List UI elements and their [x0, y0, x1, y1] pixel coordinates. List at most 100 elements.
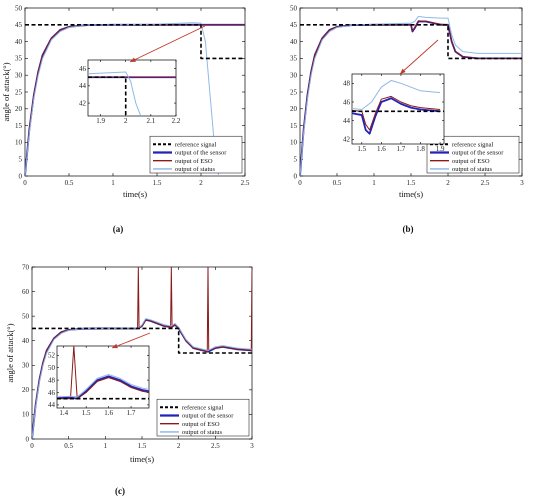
chart-b-panel-label: (b)	[403, 224, 414, 234]
chart-c-inset-y-tick-label: 48	[48, 376, 56, 384]
chart-a-y-tick-label: 45	[15, 21, 23, 29]
chart-b-legend-label: output of the sensor	[452, 150, 504, 157]
chart-b-inset-y-tick-label: 42	[343, 136, 351, 144]
chart-c-x-tick-label: 2	[177, 442, 181, 450]
chart-b-inset-x-tick-label: 1.9	[436, 145, 445, 153]
chart-c-inset-x-tick-label: 1.4	[59, 409, 68, 417]
chart-a-legend-label: output of status	[175, 166, 216, 173]
chart-a-y-tick-label: 35	[15, 55, 23, 63]
chart-a-x-tick-label: 2.5	[241, 179, 250, 187]
chart-c-inset-plot-area	[57, 346, 149, 400]
chart-b-x-tick-label: 0	[298, 179, 302, 187]
chart-b-inset-x-tick-label: 1.6	[377, 145, 386, 153]
chart-a-x-tick-label: 2	[199, 179, 203, 187]
chart-a-x-tick-label: 1.5	[153, 179, 162, 187]
chart-c-series-output-of-status	[32, 318, 252, 439]
chart-b-x-tick-label: 0.5	[333, 179, 342, 187]
chart-c-series-output-of-eso	[32, 267, 252, 439]
chart-c-inset-y-tick-label: 44	[48, 401, 56, 409]
chart-b-inset-series-output-of-status	[352, 80, 441, 110]
chart-a-legend	[149, 135, 243, 174]
chart-c-x-tick-label: 1	[104, 442, 108, 450]
chart-b-inset-series-output-of-eso	[352, 95, 441, 131]
chart-c-series-reference-signal	[32, 327, 252, 354]
chart-b-legend-label: output of status	[452, 166, 493, 173]
chart-a-x-tick-label: 0	[23, 179, 27, 187]
chart-c-inset-series-output-of-status	[57, 374, 149, 398]
chart-c-y-tick-label: 40	[22, 337, 30, 345]
chart-b-series-reference-signal	[300, 24, 522, 60]
chart-b-y-tick-label: 40	[290, 38, 298, 46]
chart-b-x-tick-label: 1.5	[407, 179, 416, 187]
chart-b-x-tick-label: 3	[520, 179, 524, 187]
chart-c-x-tick-label: 0	[30, 442, 34, 450]
chart-a-y-tick-label: 50	[15, 4, 23, 12]
chart-c-plot-area	[32, 267, 252, 439]
chart-a-legend-label: output of ESO	[175, 158, 213, 165]
chart-a-y-tick-label: 5	[19, 156, 23, 164]
chart-b-y-tick-label: 10	[290, 139, 298, 147]
chart-c-x-tick-label: 0.5	[64, 442, 73, 450]
chart-c-x-axis-label: time(s)	[130, 454, 154, 464]
chart-a-inset-y-tick-label: 46	[79, 65, 87, 73]
chart-b-y-tick-label: 50	[290, 4, 298, 12]
chart-b-y-tick-label: 15	[290, 122, 298, 130]
chart-c-legend-label: output of status	[182, 429, 223, 436]
chart-b-x-tick-label: 1	[372, 179, 376, 187]
chart-c-y-tick-label: 70	[22, 263, 30, 271]
chart-a-y-axis-label: angle of attack(°)	[1, 62, 11, 121]
chart-c-y-tick-label: 0	[26, 435, 30, 443]
chart-c-zoom-arrow	[111, 332, 151, 349]
chart-b-inset-y-tick-label: 48	[343, 80, 351, 88]
chart-b-zoom-arrow-head	[400, 68, 406, 74]
chart-c-inset-y-tick-label: 46	[48, 389, 56, 397]
chart-c-legend	[156, 398, 250, 437]
chart-a-zoom-arrow-head	[130, 57, 136, 62]
chart-b-inset-y-tick-label: 44	[343, 117, 351, 125]
chart-c-y-tick-label: 20	[22, 386, 30, 394]
chart-c-zoom-arrow-head	[112, 343, 118, 349]
chart-b-y-tick-label: 20	[290, 105, 298, 113]
chart-a-inset-x-tick-label: 2	[124, 117, 128, 125]
chart-c-inset-x-tick-label: 1.5	[82, 409, 91, 417]
chart-b-inset-series-output-of-the-sensor	[352, 97, 441, 135]
chart-c-inset-x-tick-label: 1.7	[127, 409, 136, 417]
chart-b-x-tick-label: 2.5	[481, 179, 490, 187]
chart-b-inset: 1.5 1.6 1.7 1.8 1.9 42 44 46 48	[343, 73, 445, 153]
chart-b-inset-y-tick-label: 46	[343, 98, 351, 106]
chart-b-y-tick-label: 45	[290, 21, 298, 29]
chart-b-y-tick-label: 35	[290, 55, 298, 63]
chart-a-legend-label: reference signal	[175, 142, 217, 149]
chart-b-x-tick-label: 2	[446, 179, 450, 187]
chart-c-x-tick-label: 1.5	[138, 442, 147, 450]
chart-a-plot-area	[25, 22, 245, 176]
chart-c-y-tick-label: 50	[22, 312, 30, 320]
chart-c-inset-series-output-of-eso	[57, 346, 149, 400]
chart-c-y-axis-label: angle of attack(°)	[5, 323, 15, 382]
chart-a-y-tick-label: 40	[15, 38, 23, 46]
chart-b-legend-label: output of ESO	[452, 158, 490, 165]
chart-c-x-tick-label: 3	[250, 442, 254, 450]
chart-a-inset-x-tick-label: 2.2	[172, 117, 181, 125]
chart-b-zoom-arrow	[399, 39, 439, 75]
chart-b-x-axis-label: time(s)	[399, 189, 423, 199]
chart-b-inset-x-tick-label: 1.5	[357, 145, 366, 153]
chart-b-inset-plot-area	[352, 80, 444, 135]
chart-c-inset: 1.4 1.5 1.6 1.7 44 46 48 50 52	[48, 345, 150, 417]
chart-a: 0 0.5 1 1.5 2 2.5 0 5 10 15 20 25 30 35 40 45 50 referenc…	[1, 4, 250, 234]
chart-c-y-tick-label: 10	[22, 411, 30, 419]
chart-a-inset-series-output-of-status	[88, 71, 142, 116]
chart-b-plot-area	[300, 15, 522, 176]
chart-b-y-tick-label: 30	[290, 72, 298, 80]
chart-b-y-tick-label: 5	[294, 156, 298, 164]
chart-a-inset-plot-area	[88, 71, 176, 116]
chart-a-zoom-arrow	[129, 25, 206, 63]
chart-c-inset-x-tick-label: 1.6	[104, 409, 113, 417]
chart-a-y-tick-label: 10	[15, 139, 23, 147]
chart-b-y-tick-label: 0	[294, 172, 298, 180]
chart-a-inset-x-tick-label: 2.1	[146, 117, 155, 125]
chart-a-inset-x-tick-label: 1.9	[96, 117, 105, 125]
chart-a-inset: 1.9 2 2.1 2.2 42 44 46	[79, 59, 181, 125]
chart-a-series-reference-signal	[25, 24, 245, 60]
